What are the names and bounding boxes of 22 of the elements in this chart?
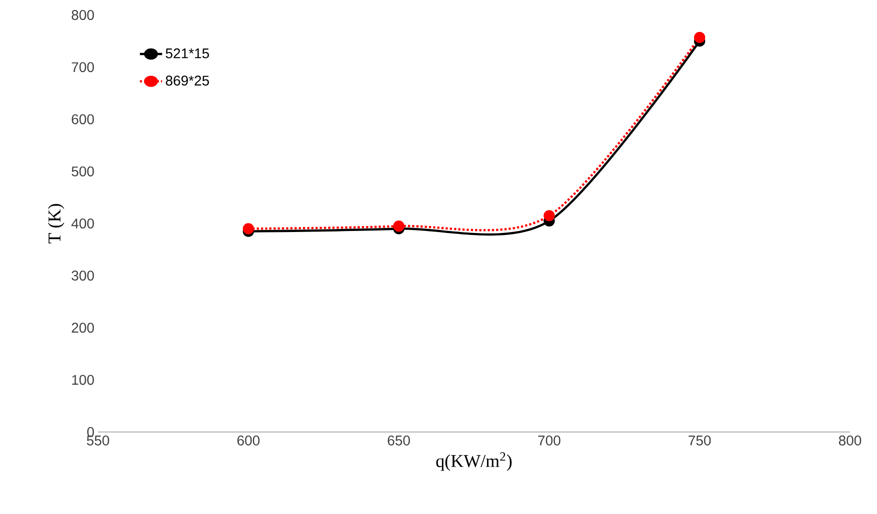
y-tick-label: 800 (72, 10, 94, 20)
point (242, 223, 254, 234)
y-tick-label: 400 (71, 218, 94, 228)
y-axis-title: T (K) (48, 204, 64, 244)
y-tick-label: 500 (72, 166, 94, 176)
legend-label: 869*25 (166, 76, 209, 86)
y-tick-label: 300 (72, 270, 94, 281)
y-tick-label: 700 (72, 62, 94, 72)
x-tick-label: 550 (86, 436, 110, 446)
point (544, 210, 555, 222)
y-tick-label: 100 (72, 374, 94, 385)
x-tick-label: 700 (538, 436, 560, 446)
x-tick-label: 800 (838, 436, 862, 446)
point (393, 220, 404, 232)
y-tick-label: 600 (72, 114, 94, 124)
x-axis-title: q(KW/m$^{2}$) (436, 452, 512, 471)
legend-label: 521*15 (166, 48, 209, 58)
y-tick-label: 200 (72, 322, 94, 333)
point (694, 32, 706, 44)
x-tick-label: 650 (388, 436, 410, 446)
x-tick-label: 750 (688, 436, 711, 446)
x-tick-label: 600 (237, 436, 260, 446)
